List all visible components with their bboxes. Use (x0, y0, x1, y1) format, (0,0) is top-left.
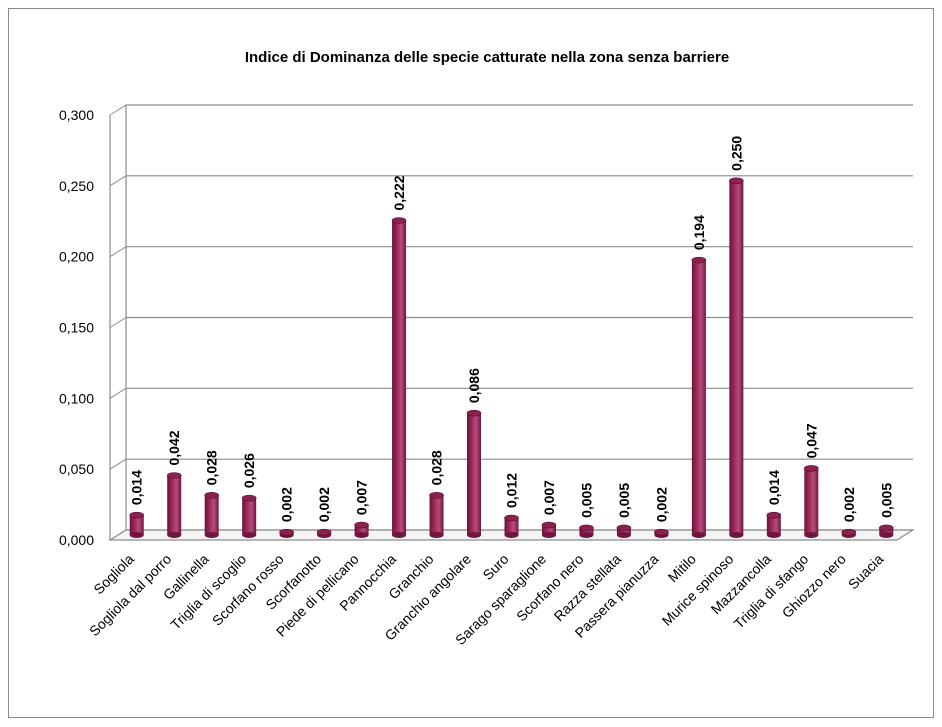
data-label: 0,086 (466, 368, 482, 403)
data-label: 0,028 (429, 450, 445, 485)
y-tick-label: 0,150 (59, 320, 94, 336)
y-tick-label: 0,200 (59, 249, 94, 265)
bar (316, 528, 332, 538)
bar (204, 492, 219, 538)
data-label: 0,005 (578, 483, 594, 518)
bar (579, 524, 594, 538)
data-label: 0,014 (766, 470, 782, 505)
gridline-connector (109, 458, 127, 470)
labels: 0,000 0,050 0,100 0,150 0,200 0,250 0,300 0,014… (59, 107, 894, 648)
data-label: 0,005 (616, 483, 632, 518)
y-tick-label: 0,050 (59, 461, 94, 477)
y-tick-label: 0,000 (59, 532, 94, 548)
bar (804, 465, 819, 538)
bar (466, 409, 482, 538)
data-label: 0,005 (878, 483, 894, 518)
data-label: 0,014 (129, 470, 145, 505)
chart-title: Indice di Dominanza delle specie cattura… (245, 49, 729, 66)
data-label: 0,194 (691, 215, 707, 250)
x-tick-label: Suacia (845, 551, 887, 593)
bar (279, 528, 294, 538)
bar (429, 492, 444, 538)
bar (354, 521, 369, 538)
data-label: 0,222 (391, 175, 407, 210)
bar (541, 521, 557, 538)
y-tick-label: 0,250 (59, 178, 94, 194)
bar (691, 256, 707, 538)
data-label: 0,026 (241, 453, 257, 488)
data-label: 0,002 (841, 487, 857, 522)
gridline-connector (109, 387, 127, 399)
gridline-connector (109, 175, 127, 187)
bar (766, 511, 782, 538)
chart-frame (8, 8, 934, 718)
data-label: 0,002 (316, 487, 332, 522)
bar (241, 494, 257, 538)
bar (129, 511, 145, 538)
data-label: 0,002 (279, 487, 295, 522)
gridline-connector (109, 317, 127, 328)
bar (616, 524, 632, 538)
y-tick-label: 0,300 (59, 107, 94, 123)
bar (391, 217, 407, 538)
data-label: 0,012 (504, 473, 520, 508)
data-label: 0,007 (541, 480, 557, 515)
data-label: 0,250 (728, 136, 744, 171)
bar (729, 177, 744, 538)
gridline-connector (109, 246, 127, 258)
bar (654, 528, 669, 538)
bar (878, 524, 894, 538)
data-label: 0,002 (653, 487, 669, 522)
bars (129, 177, 894, 538)
data-label: 0,042 (166, 430, 182, 465)
data-label: 0,028 (204, 450, 220, 485)
data-label: 0,007 (354, 480, 370, 515)
gridline-connector (109, 104, 127, 116)
bar (504, 514, 519, 538)
x-tick-label: Suro (479, 551, 511, 583)
x-tick-label: Mitilo (665, 551, 700, 586)
bar (841, 528, 857, 538)
y-tick-label: 0,100 (59, 390, 94, 406)
data-label: 0,047 (803, 423, 819, 458)
bar (166, 472, 182, 538)
